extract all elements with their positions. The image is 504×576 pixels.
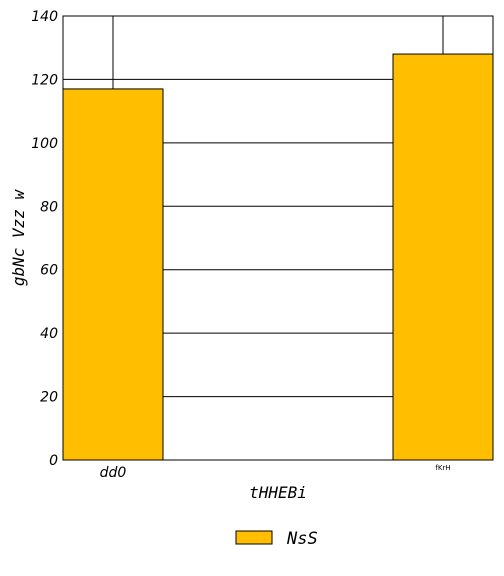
y-tick-label: 140: [31, 9, 58, 25]
bar: [62, 88, 164, 461]
y-tick-labels: 0 20 40 60 80 100 120 140: [31, 9, 58, 469]
legend-label: NsS: [286, 529, 318, 549]
y-axis-title: gbNc Vzz w: [9, 188, 28, 286]
x-tick-label: dd0: [100, 465, 127, 481]
x-tick-label: fKrH: [435, 464, 450, 472]
error-lines: [112, 16, 444, 89]
y-tick-label: 100: [31, 136, 58, 152]
legend: NsS: [235, 529, 318, 549]
plot-frame: [62, 15, 494, 461]
y-tick-label: 40: [40, 326, 58, 342]
y-tick-label: 80: [40, 199, 58, 215]
bars: [62, 53, 494, 461]
y-tick-label: 20: [40, 390, 58, 406]
y-tick-label: 120: [31, 72, 58, 88]
x-axis-title: tHHEBi: [249, 483, 307, 502]
legend-swatch: [235, 530, 273, 545]
x-tick-labels: dd0 fKrH: [100, 464, 451, 481]
y-tick-label: 60: [40, 263, 58, 279]
y-tick-label: 0: [49, 453, 58, 469]
bar: [392, 53, 494, 461]
